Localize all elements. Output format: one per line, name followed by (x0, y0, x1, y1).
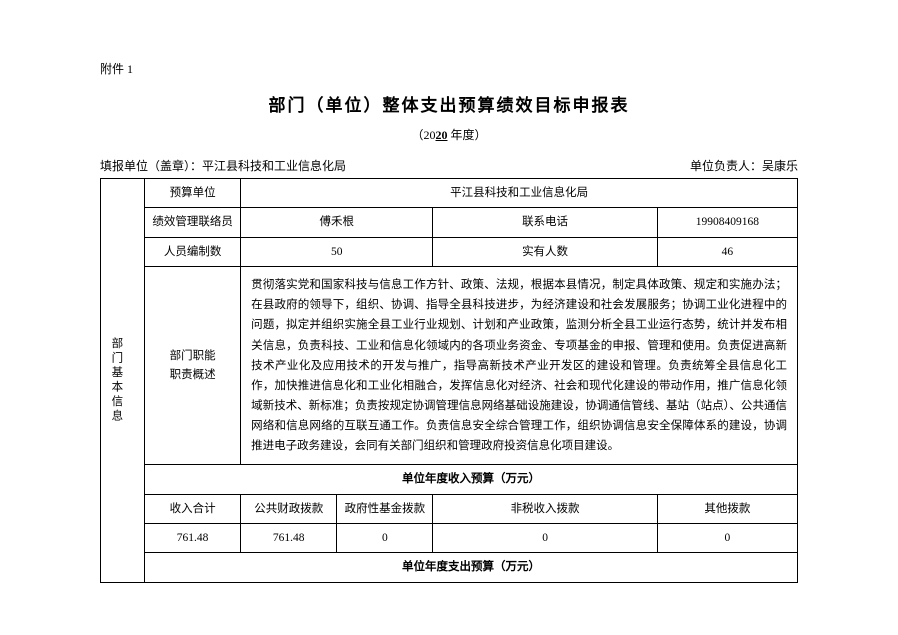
duty-value: 贯彻落实党和国家科技与信息工作方针、政策、法规，根据本县情况，制定具体政策、规定… (241, 267, 798, 465)
year-value: 20 (436, 128, 448, 142)
staff-plan-label: 人员编制数 (145, 237, 241, 266)
contact-label: 绩效管理联络员 (145, 208, 241, 237)
responsible-label: 单位负责人： (690, 159, 762, 173)
income-other-label: 其他拨款 (657, 494, 797, 523)
income-section-header: 单位年度收入预算（万元） (145, 465, 798, 494)
year-suffix: 年度） (448, 128, 487, 142)
income-fund-value: 0 (337, 524, 433, 553)
responsible-value: 吴康乐 (762, 159, 798, 173)
form-title: 部门（单位）整体支出预算绩效目标申报表 (100, 91, 798, 116)
row-outcome-header: 单位年度支出预算（万元） (101, 553, 798, 582)
staff-plan-value: 50 (241, 237, 433, 266)
income-fund-label: 政府性基金拨款 (337, 494, 433, 523)
income-total-label: 收入合计 (145, 494, 241, 523)
staff-actual-label: 实有人数 (433, 237, 657, 266)
filler-label: 填报单位（盖章）： (100, 159, 202, 173)
filler-value: 平江县科技和工业信息化局 (202, 159, 346, 173)
row-income-vals: 761.48 761.48 0 0 0 (101, 524, 798, 553)
contact-value: 傅禾根 (241, 208, 433, 237)
income-total-value: 761.48 (145, 524, 241, 553)
outcome-section-header: 单位年度支出预算（万元） (145, 553, 798, 582)
row-budget-unit: 部门基本信息 预算单位 平江县科技和工业信息化局 (101, 179, 798, 208)
attachment-label: 附件 1 (100, 60, 798, 77)
income-other-value: 0 (657, 524, 797, 553)
income-fiscal-label: 公共财政拨款 (241, 494, 337, 523)
phone-label: 联系电话 (433, 208, 657, 237)
row-income-header: 单位年度收入预算（万元） (101, 465, 798, 494)
basic-vheader: 部门基本信息 (101, 179, 145, 583)
budget-unit-value: 平江县科技和工业信息化局 (241, 179, 798, 208)
staff-actual-value: 46 (657, 237, 797, 266)
income-fiscal-value: 761.48 (241, 524, 337, 553)
main-table: 部门基本信息 预算单位 平江县科技和工业信息化局 绩效管理联络员 傅禾根 联系电… (100, 178, 798, 583)
form-year: （2020 年度） (100, 126, 798, 143)
responsible-block: 单位负责人：吴康乐 (690, 157, 798, 174)
filler-block: 填报单位（盖章）：平江县科技和工业信息化局 (100, 157, 346, 174)
row-staff: 人员编制数 50 实有人数 46 (101, 237, 798, 266)
income-nontax-value: 0 (433, 524, 657, 553)
meta-row: 填报单位（盖章）：平江县科技和工业信息化局 单位负责人：吴康乐 (100, 157, 798, 174)
duty-label: 部门职能 职责概述 (145, 267, 241, 465)
row-duty: 部门职能 职责概述 贯彻落实党和国家科技与信息工作方针、政策、法规，根据本县情况… (101, 267, 798, 465)
row-contact: 绩效管理联络员 傅禾根 联系电话 19908409168 (101, 208, 798, 237)
row-income-cols: 收入合计 公共财政拨款 政府性基金拨款 非税收入拨款 其他拨款 (101, 494, 798, 523)
phone-value: 19908409168 (657, 208, 797, 237)
budget-unit-label: 预算单位 (145, 179, 241, 208)
budget-form-page: 附件 1 部门（单位）整体支出预算绩效目标申报表 （2020 年度） 填报单位（… (0, 0, 898, 583)
year-prefix: （20 (411, 128, 435, 142)
income-nontax-label: 非税收入拨款 (433, 494, 657, 523)
